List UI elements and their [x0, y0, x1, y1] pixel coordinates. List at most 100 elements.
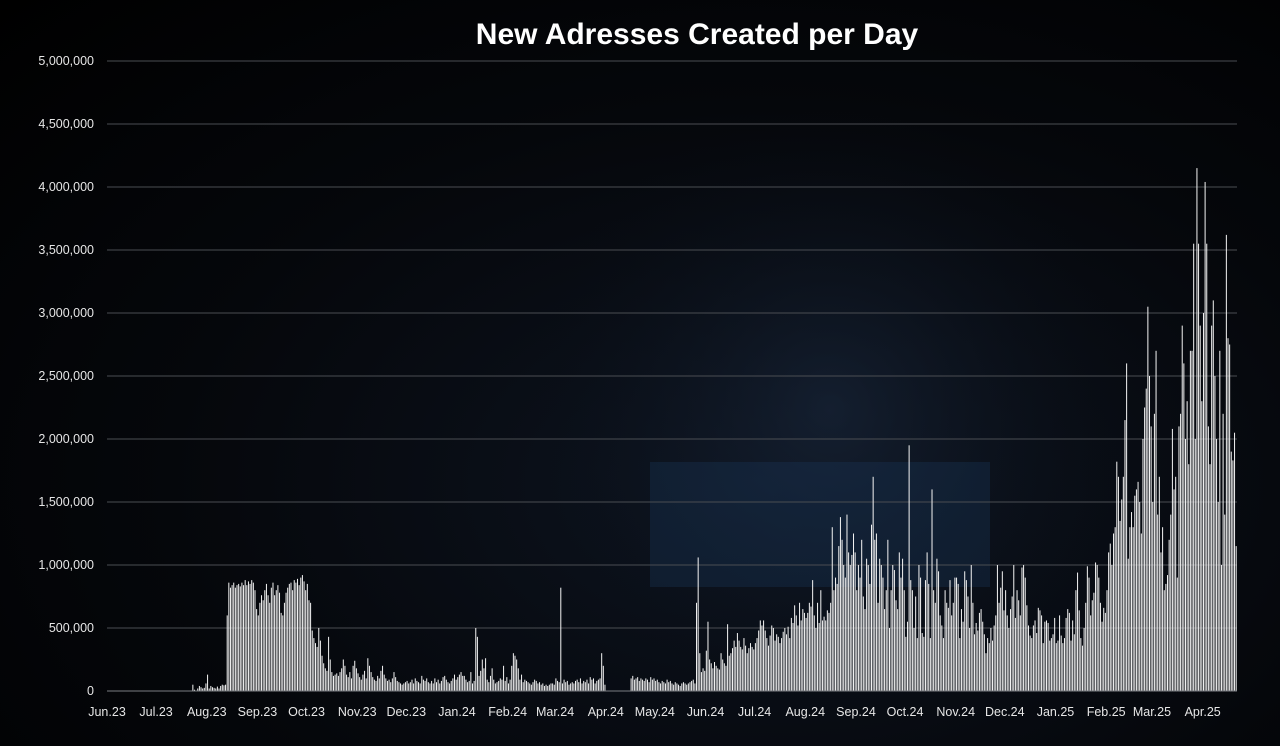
- bar: [298, 585, 300, 691]
- y-tick-label: 1,500,000: [38, 495, 94, 509]
- bar: [853, 533, 855, 691]
- bar: [337, 675, 339, 691]
- bar: [355, 668, 357, 691]
- bar: [1070, 640, 1072, 691]
- bar: [1065, 617, 1067, 691]
- bar: [911, 590, 913, 691]
- bar: [292, 590, 294, 691]
- bar: [408, 683, 410, 691]
- bar: [761, 625, 763, 691]
- bar: [913, 628, 915, 691]
- bar: [416, 680, 418, 691]
- bar: [455, 679, 457, 691]
- bar: [838, 546, 840, 691]
- bar: [678, 684, 680, 691]
- bar: [359, 677, 361, 691]
- bar: [1216, 439, 1218, 691]
- bar: [540, 684, 542, 691]
- bar: [1227, 338, 1229, 691]
- bar: [424, 680, 426, 691]
- bar: [669, 680, 671, 691]
- bar: [468, 680, 470, 691]
- bar: [715, 665, 717, 691]
- bar: [265, 583, 267, 691]
- bar: [362, 674, 364, 691]
- bar: [522, 682, 524, 691]
- bar: [640, 678, 642, 691]
- bar: [661, 680, 663, 691]
- bar: [949, 580, 951, 691]
- bar: [874, 539, 876, 691]
- bar: [432, 683, 434, 691]
- bar: [310, 602, 312, 691]
- bar: [543, 685, 545, 691]
- bar: [1116, 461, 1118, 691]
- bar: [959, 638, 961, 691]
- bar: [1000, 587, 1002, 691]
- bar: [835, 577, 837, 691]
- bar: [218, 688, 220, 691]
- bar: [767, 645, 769, 691]
- bar: [445, 679, 447, 691]
- bar: [697, 557, 699, 691]
- bar: [854, 552, 856, 691]
- bar: [743, 638, 745, 691]
- bar: [318, 628, 320, 691]
- bar: [996, 565, 998, 691]
- x-tick-label: Nov.24: [936, 705, 975, 719]
- bar: [575, 680, 577, 691]
- bar: [705, 650, 707, 691]
- bar: [593, 678, 595, 691]
- bar: [977, 630, 979, 691]
- bar: [820, 590, 822, 691]
- bar: [440, 680, 442, 691]
- bar: [205, 683, 207, 691]
- bar: [545, 684, 547, 691]
- bar: [1054, 617, 1056, 691]
- bar: [1220, 565, 1222, 691]
- bar: [565, 682, 567, 691]
- bar: [297, 578, 299, 691]
- bar: [395, 677, 397, 691]
- bar: [1078, 610, 1080, 691]
- bar: [828, 612, 830, 691]
- bar: [485, 658, 487, 691]
- bar: [655, 680, 657, 691]
- bar: [864, 609, 866, 691]
- bar: [489, 675, 491, 691]
- bar: [225, 684, 227, 691]
- bar: [787, 626, 789, 691]
- bar: [270, 587, 272, 691]
- bar: [525, 680, 527, 691]
- bar: [898, 552, 900, 691]
- bar: [555, 678, 557, 691]
- bar: [887, 539, 889, 691]
- bar: [766, 638, 768, 691]
- bar: [586, 679, 588, 691]
- bar: [328, 636, 330, 691]
- bar: [714, 662, 716, 691]
- bar: [931, 489, 933, 691]
- bar: [664, 683, 666, 691]
- bar: [1090, 615, 1092, 691]
- bar: [398, 682, 400, 691]
- x-tick-label: Sep.24: [836, 705, 876, 719]
- bar: [962, 621, 964, 691]
- bar: [339, 672, 341, 691]
- bar: [597, 679, 599, 691]
- bar: [848, 552, 850, 691]
- bar: [243, 585, 245, 691]
- bar: [957, 583, 959, 691]
- bar: [506, 677, 508, 691]
- bar: [1042, 643, 1044, 691]
- bar: [514, 655, 516, 691]
- bar: [934, 602, 936, 691]
- bar: [1202, 313, 1204, 691]
- bar: [1124, 420, 1126, 691]
- bar: [303, 581, 305, 691]
- bar: [319, 640, 321, 691]
- bar: [462, 675, 464, 691]
- bar: [419, 683, 421, 691]
- bar: [1212, 300, 1214, 691]
- bar: [1121, 499, 1123, 691]
